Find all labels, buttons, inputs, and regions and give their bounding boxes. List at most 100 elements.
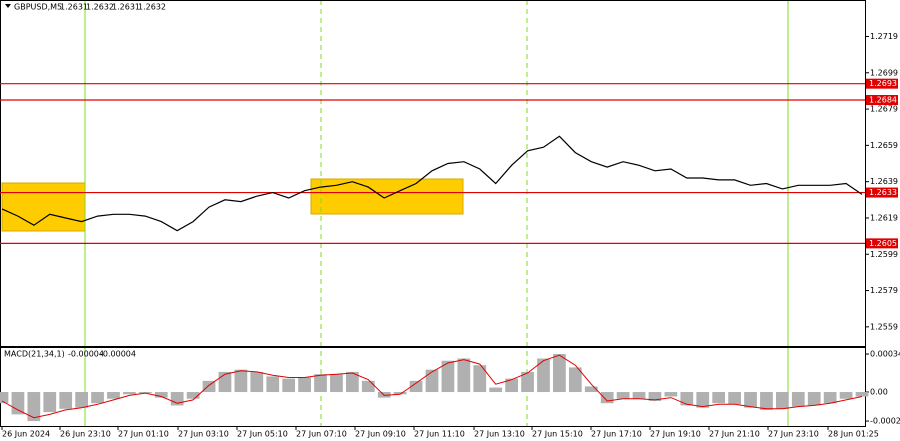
- level-label: 1.2684: [869, 96, 897, 105]
- level-tag: [866, 78, 898, 89]
- y-tick-label: 1.2579: [870, 286, 898, 295]
- level-tag: [866, 187, 898, 198]
- macd-bar: [632, 392, 646, 399]
- macd-bar: [361, 380, 375, 393]
- macd-bar: [186, 392, 200, 399]
- quote: 1.2632: [86, 3, 114, 12]
- macd-bar: [330, 374, 343, 393]
- macd-bar: [537, 358, 550, 393]
- macd-bar: [154, 392, 168, 398]
- macd-bar: [91, 392, 104, 404]
- x-tick-label: 28 Jun 01:25: [828, 430, 879, 439]
- menu-arrow[interactable]: [5, 4, 11, 8]
- macd-bar: [250, 371, 264, 393]
- level-label: 1.2633: [869, 188, 897, 197]
- macd-bar: [282, 378, 296, 393]
- x-tick-label: 27 Jun 03:10: [178, 430, 229, 439]
- y-tick-label: 1.2599: [870, 250, 898, 259]
- macd-bar: [441, 360, 455, 393]
- macd-bar: [489, 387, 503, 393]
- macd-bar: [346, 371, 359, 393]
- price-line: [1, 135, 863, 232]
- quote: 1.2631: [60, 3, 88, 12]
- macd-bar: [202, 380, 216, 393]
- macd-bar: [744, 392, 757, 408]
- range-box: [1, 182, 86, 232]
- x-tick-label: 27 Jun 13:10: [474, 430, 525, 439]
- macd-bar: [59, 392, 73, 409]
- macd-readout: -0.00004: [100, 350, 136, 359]
- macd-bar: [393, 392, 407, 395]
- macd-bar: [664, 392, 678, 397]
- x-tick-label: 27 Jun 19:10: [650, 430, 701, 439]
- level-tag: [866, 238, 898, 249]
- x-tick-label: 27 Jun 05:10: [237, 430, 288, 439]
- macd-bar: [648, 392, 662, 401]
- quote: 1.2632: [138, 3, 166, 12]
- macd-bar: [680, 392, 694, 406]
- macd-bar: [218, 371, 232, 393]
- macd-readout: -0.00004: [68, 350, 104, 359]
- y-tick-label: 0.00034: [870, 350, 900, 359]
- macd-bar: [696, 392, 710, 408]
- macd-bar: [473, 365, 487, 393]
- macd-bar: [855, 392, 869, 397]
- y-tick-label: 1.2719: [870, 32, 898, 41]
- macd-bar: [0, 392, 9, 404]
- macd-bar: [505, 378, 518, 393]
- macd-bar: [43, 392, 57, 413]
- y-tick-label: 0.00: [870, 388, 888, 397]
- macd-title: MACD(21,34,1): [4, 350, 65, 359]
- macd-bar: [839, 392, 853, 399]
- level-label: 1.2693: [869, 79, 897, 88]
- macd-bar: [123, 392, 136, 395]
- x-tick-label: 27 Jun 01:10: [118, 430, 169, 439]
- macd-bar: [760, 392, 773, 410]
- level-label: 1.2605: [869, 239, 897, 248]
- macd-bar: [234, 369, 248, 393]
- x-tick-label: 27 Jun 15:10: [532, 430, 583, 439]
- x-tick-label: 27 Jun 07:10: [296, 430, 347, 439]
- y-tick-label: 1.2639: [870, 177, 898, 186]
- price-frame: [0, 0, 866, 347]
- macd-bar: [776, 392, 789, 409]
- macd-bar: [521, 371, 534, 393]
- macd-bar: [712, 392, 726, 404]
- macd-bar: [409, 380, 423, 393]
- macd-bar: [616, 392, 630, 399]
- macd-bar: [314, 374, 327, 393]
- macd-bar: [600, 392, 614, 404]
- x-tick-label: 27 Jun 21:10: [709, 430, 760, 439]
- x-tick-label: 27 Jun 17:10: [591, 430, 642, 439]
- x-tick-label: 27 Jun 23:10: [768, 430, 819, 439]
- macd-frame: [0, 347, 866, 427]
- level-tag: [866, 95, 898, 105]
- macd-bar: [584, 386, 598, 393]
- y-tick-label: -0.00026: [870, 417, 900, 426]
- macd-bar: [425, 369, 439, 393]
- macd-bar: [823, 392, 837, 404]
- macd-bar: [457, 358, 471, 393]
- x-tick-label: 26 Jun 23:10: [60, 430, 111, 439]
- symbol: GBPUSD,M5: [14, 3, 62, 12]
- macd-bar: [728, 392, 741, 405]
- macd-bar: [298, 377, 311, 393]
- y-tick-label: 1.2559: [870, 322, 898, 331]
- quote: 1.2631: [112, 3, 140, 12]
- x-tick-label: 27 Jun 11:10: [414, 430, 465, 439]
- macd-bar: [27, 392, 41, 422]
- x-tick-label: 26 Jun 2024: [2, 430, 50, 439]
- macd-bar: [553, 354, 566, 393]
- y-tick-label: 1.2619: [870, 213, 898, 222]
- macd-bar: [107, 392, 120, 399]
- macd-bar: [807, 392, 821, 406]
- y-tick-label: 1.2659: [870, 141, 898, 150]
- macd-bar: [138, 392, 152, 394]
- macd-bar: [791, 392, 805, 407]
- macd-bar: [75, 392, 88, 408]
- macd-bar: [266, 376, 280, 393]
- y-tick-label: 1.2699: [870, 68, 898, 77]
- signal-line: [1, 354, 863, 419]
- macd-bar: [11, 392, 25, 415]
